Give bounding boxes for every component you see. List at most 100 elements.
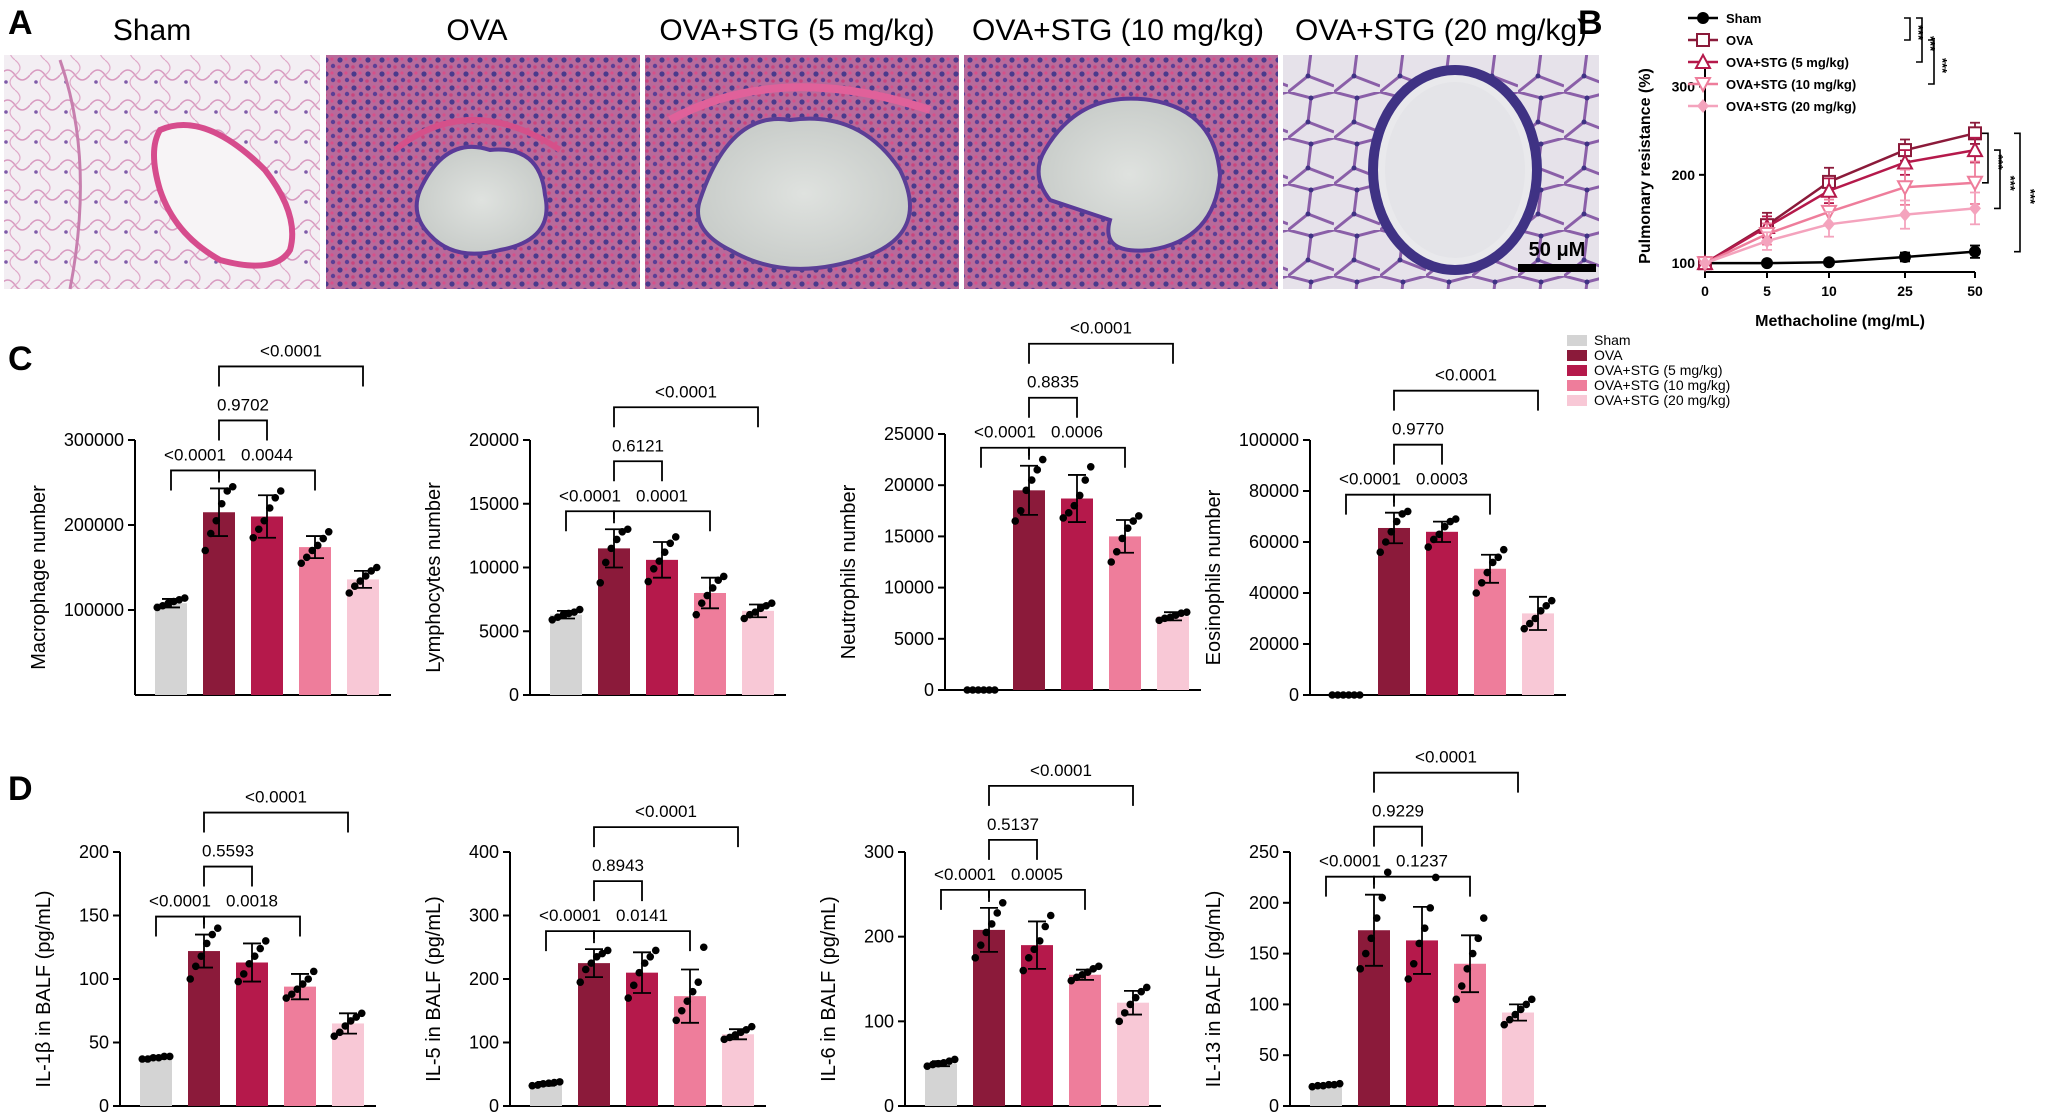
data-point: [993, 909, 1002, 917]
data-point: [1472, 589, 1481, 597]
y-tick-label: 5000: [479, 621, 519, 641]
data-point: [341, 1022, 350, 1030]
y-tick-label: 200: [469, 969, 499, 989]
histology-image-sham: [4, 55, 320, 290]
bar: [530, 1083, 562, 1106]
comparison-p-value: 0.0005: [1011, 865, 1063, 884]
bar: [1502, 1012, 1534, 1106]
data-point: [1420, 924, 1429, 932]
data-point: [1415, 939, 1424, 948]
data-point: [1035, 937, 1044, 945]
data-point: [254, 525, 263, 534]
data-point: [208, 930, 217, 939]
data-point: [256, 944, 265, 953]
comparison-p-value: <0.0001: [1319, 852, 1381, 871]
legend-label: OVA+STG (10 mg/kg): [1594, 377, 1730, 393]
y-tick-label: 5000: [894, 629, 934, 649]
data-point: [1333, 691, 1342, 699]
data-point: [282, 994, 291, 1002]
data-point: [714, 576, 723, 585]
data-point: [191, 962, 200, 971]
data-point: [186, 975, 195, 983]
bar: [742, 610, 774, 695]
b-point: [1699, 256, 1711, 271]
data-point: [304, 975, 313, 983]
y-tick-label: 15000: [469, 494, 519, 514]
comparison-bracket: [940, 888, 990, 910]
data-point: [1137, 987, 1146, 996]
comparison-p-value: 0.5593: [202, 842, 254, 861]
data-point: [596, 579, 605, 587]
data-point: [346, 1017, 355, 1025]
comparison-p-value: 0.0006: [1051, 423, 1103, 442]
b-point: [1966, 175, 1984, 192]
comparison-bracket: [988, 784, 1134, 806]
legend-swatch: [1567, 395, 1587, 406]
y-tick-label: 250: [1249, 842, 1279, 862]
data-point: [576, 978, 585, 986]
data-point: [361, 572, 370, 580]
bar-chart-d3: 0 100 200 300 IL-6 in BALF (pg/mL) <0.0001 0.0…: [818, 761, 1161, 1116]
comparison-p-value: <0.0001: [1435, 366, 1497, 385]
data-point: [1126, 1000, 1135, 1009]
data-point: [1452, 995, 1461, 1004]
bar: [203, 512, 235, 695]
data-point: [261, 937, 270, 945]
y-tick-label: 400: [469, 842, 499, 862]
y-tick-label: 15000: [884, 526, 934, 546]
bar: [347, 579, 379, 695]
comparison-bracket: [1028, 342, 1174, 364]
y-tick-label: 100: [79, 969, 109, 989]
data-point: [1457, 982, 1466, 990]
y-tick-label: 300000: [64, 430, 124, 450]
b-y-tick-label: 200: [1672, 167, 1696, 183]
data-point: [1499, 545, 1508, 554]
comparison-p-value: <0.0001: [149, 892, 211, 911]
y-tick-label: 100: [469, 1033, 499, 1053]
b-right-sig: ***: [2023, 189, 2038, 205]
y-tick-label: 0: [1269, 1096, 1279, 1116]
data-point: [629, 981, 638, 990]
comparison-bracket: [1028, 396, 1078, 418]
data-point: [683, 997, 692, 1006]
data-point: [149, 1053, 158, 1062]
comparison-bracket: [203, 915, 301, 937]
comparison-bracket: [1373, 771, 1519, 793]
legend-label: OVA+STG (20 mg/kg): [1594, 392, 1730, 408]
comparison-bracket: [1028, 446, 1126, 468]
y-tick-label: 100: [864, 1011, 894, 1031]
data-point: [1536, 607, 1545, 615]
y-tick-label: 50: [1259, 1045, 1279, 1065]
data-point: [345, 589, 354, 597]
data-point: [1115, 1017, 1124, 1026]
b-y-axis-label: Pulmonary resistance (%): [1637, 68, 1654, 264]
b-y-tick-label: 100: [1672, 255, 1696, 271]
data-point: [971, 954, 980, 962]
comparison-bracket: [988, 838, 1038, 860]
comparison-bracket: [545, 930, 595, 952]
data-point: [213, 924, 222, 932]
comparison-p-value: <0.0001: [1030, 761, 1092, 780]
legend-swatch: [1567, 380, 1587, 391]
data-point: [201, 546, 210, 555]
y-tick-label: 25000: [884, 424, 934, 444]
comparison-bracket: [593, 880, 643, 902]
comparison-p-value: <0.0001: [245, 788, 307, 807]
data-point: [998, 899, 1007, 907]
scale-bar-label: 50 μM: [1529, 239, 1586, 261]
bar-chart-c1: 100000 200000 300000 Macrophage number <0.00…: [28, 341, 391, 696]
data-point: [302, 553, 311, 562]
comparison-bracket: [1393, 493, 1491, 515]
data-point: [671, 533, 680, 541]
data-point: [1067, 976, 1076, 985]
data-point: [703, 591, 712, 600]
data-point: [335, 1028, 344, 1037]
y-tick-label: 200: [1249, 893, 1279, 913]
data-point: [1335, 1079, 1344, 1088]
bar: [1061, 498, 1093, 690]
y-tick-label: 0: [489, 1096, 499, 1116]
data-point: [1064, 509, 1073, 517]
data-point: [1424, 543, 1433, 551]
data-point: [1356, 965, 1365, 973]
data-point: [699, 943, 708, 952]
